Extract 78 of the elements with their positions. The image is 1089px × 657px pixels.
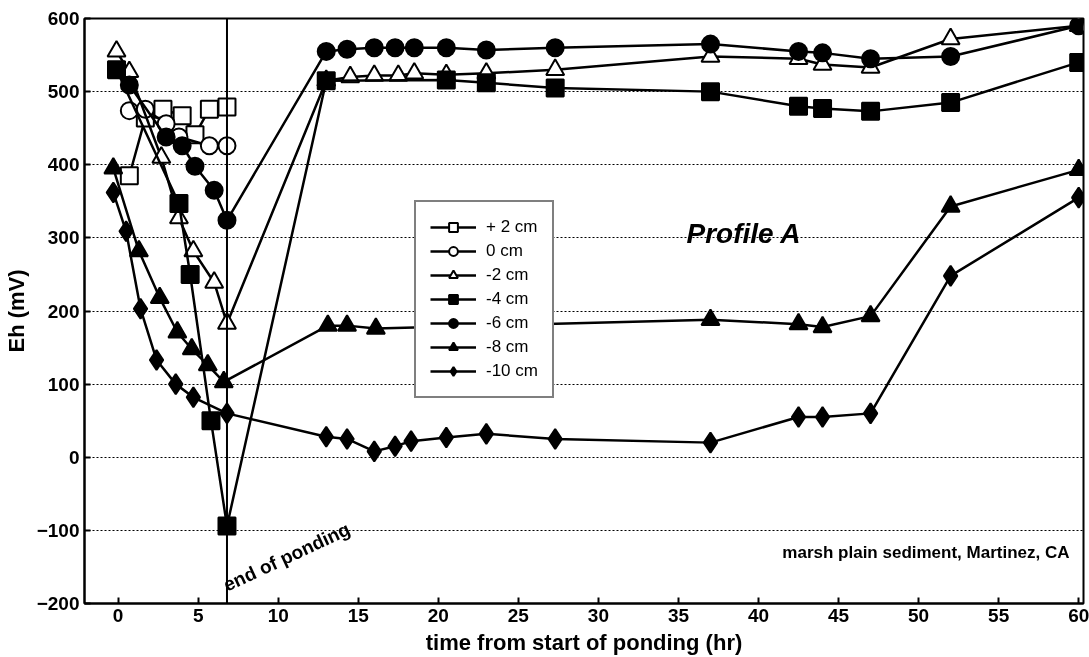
point	[862, 402, 879, 425]
y-tick-label: 200	[47, 300, 80, 322]
point	[316, 71, 336, 91]
point	[119, 166, 139, 186]
point	[316, 41, 336, 61]
point	[204, 180, 224, 200]
point	[156, 127, 176, 147]
annotation: marsh plain sediment, Martinez, CA	[782, 542, 1070, 562]
point	[476, 40, 496, 60]
point	[385, 38, 405, 58]
x-tick-label: 15	[347, 604, 370, 626]
y-tick-label: 300	[47, 227, 80, 249]
y-tick-label: −100	[36, 519, 80, 541]
y-tick-label: −200	[36, 593, 80, 614]
point	[199, 99, 219, 119]
point	[169, 194, 189, 214]
point	[119, 75, 139, 95]
point	[185, 156, 205, 176]
point	[436, 38, 456, 58]
point	[941, 47, 961, 67]
point	[185, 386, 202, 409]
x-tick-label: 55	[988, 604, 1010, 626]
point	[180, 264, 200, 284]
legend-label: -6 cm	[486, 312, 529, 334]
point	[702, 431, 719, 454]
point	[861, 101, 881, 121]
point	[789, 41, 809, 61]
legend-label: -8 cm	[486, 336, 529, 358]
point	[199, 136, 219, 156]
x-tick-label: 40	[747, 604, 770, 626]
legend-label: -4 cm	[486, 288, 529, 310]
legend-label: 0 cm	[486, 240, 523, 262]
y-tick-label: 400	[47, 154, 80, 176]
y-axis-title: Eh (mV)	[3, 269, 29, 353]
y-tick-label: 0	[68, 446, 80, 468]
point	[364, 38, 384, 58]
point	[545, 38, 565, 58]
point	[217, 516, 237, 536]
point	[172, 136, 192, 156]
point	[404, 38, 424, 58]
annotation: Profile A	[686, 217, 801, 249]
point	[107, 60, 127, 80]
x-tick-label: 0	[112, 604, 124, 626]
point	[814, 406, 831, 429]
point	[545, 78, 565, 98]
point	[790, 406, 807, 429]
legend-label: -10 cm	[486, 360, 538, 382]
point	[789, 96, 809, 116]
y-tick-label: 100	[47, 373, 80, 395]
x-tick-label: 45	[827, 604, 850, 626]
legend-label: + 2 cm	[486, 216, 538, 238]
x-tick-label: 60	[1068, 604, 1089, 626]
point	[813, 43, 833, 63]
x-tick-label: 35	[667, 604, 690, 626]
x-tick-label: 5	[192, 604, 204, 626]
point	[132, 297, 149, 320]
point	[201, 411, 221, 431]
point	[700, 82, 720, 102]
x-tick-label: 10	[267, 604, 289, 626]
y-tick-label: 600	[47, 8, 80, 29]
x-tick-label: 20	[427, 604, 449, 626]
point	[861, 49, 881, 69]
point	[700, 34, 720, 54]
x-tick-label: 25	[507, 604, 530, 626]
point	[941, 93, 961, 113]
point	[476, 73, 496, 93]
point	[148, 348, 165, 371]
point	[813, 98, 833, 118]
x-axis-title: time from start of ponding (hr)	[425, 629, 743, 655]
point	[436, 70, 456, 90]
point	[172, 106, 192, 126]
point	[942, 264, 959, 287]
point	[337, 39, 357, 59]
legend-label: -2 cm	[486, 264, 529, 286]
x-tick-label: 50	[908, 604, 930, 626]
y-tick-label: 500	[47, 81, 80, 103]
point	[478, 422, 495, 445]
x-tick-label: 30	[587, 604, 609, 626]
